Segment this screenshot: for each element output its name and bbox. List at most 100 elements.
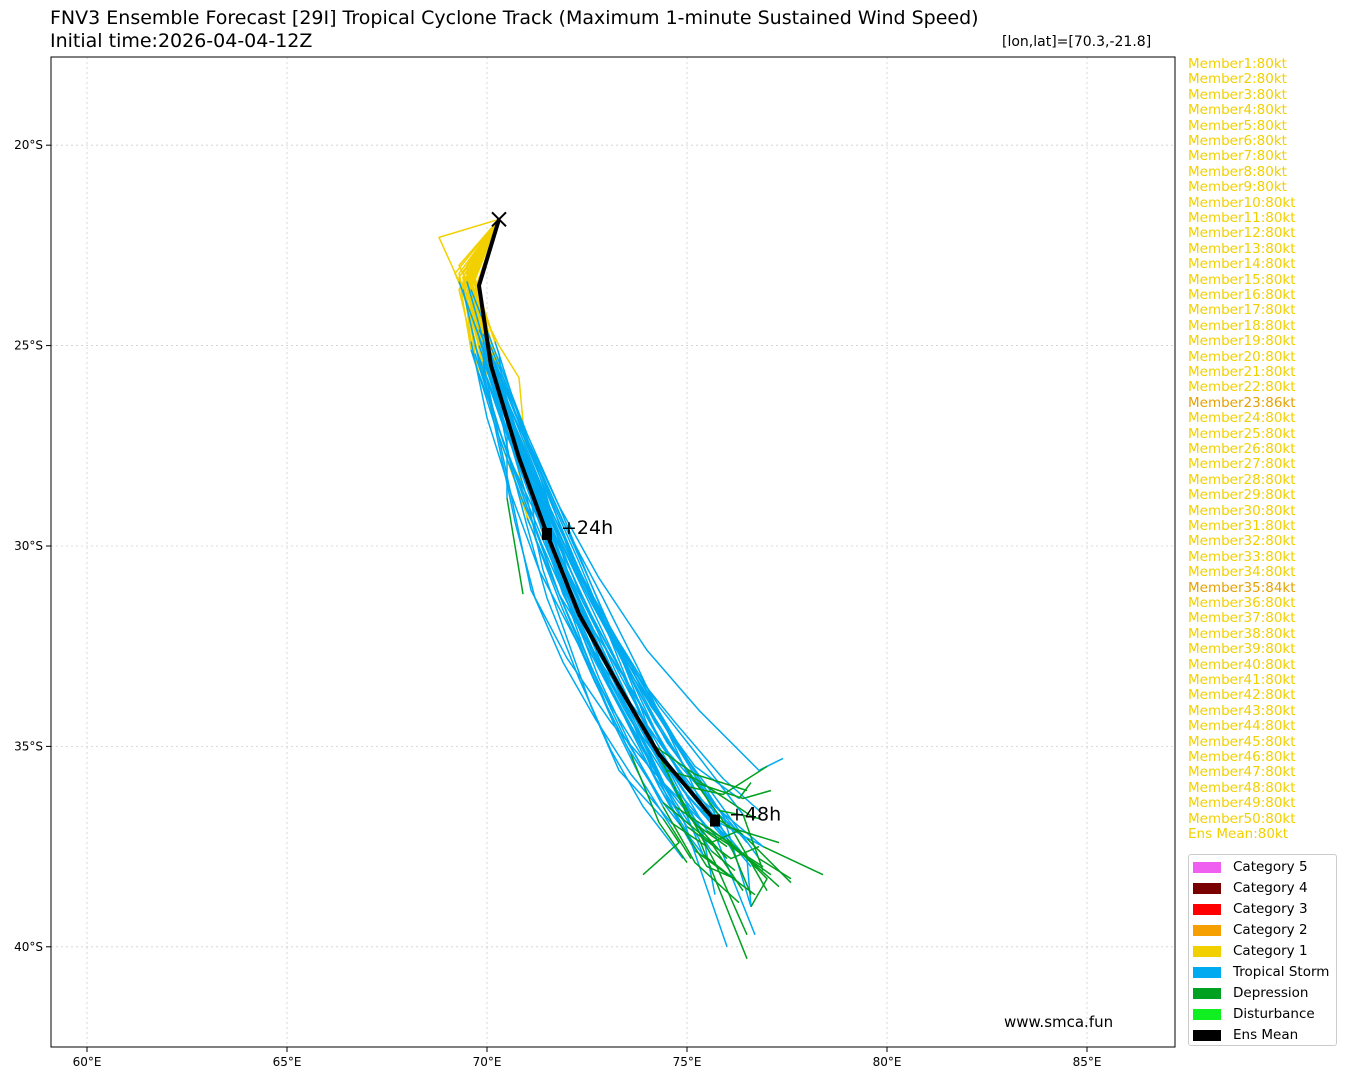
legend-swatch — [1193, 882, 1221, 894]
member-intensity-label: Member37:80kt — [1188, 610, 1296, 627]
member-intensity-label: Member20:80kt — [1188, 348, 1296, 365]
legend-label: Category 1 — [1233, 943, 1308, 959]
member-intensity-label: Member50:80kt — [1188, 810, 1296, 827]
member-track-depression-segment — [758, 857, 792, 880]
member-track-depression-segment — [762, 845, 824, 876]
member-track-ts-segment — [498, 353, 508, 498]
member-track-ts-segment — [482, 361, 756, 936]
member-track-cat1-segment — [458, 218, 500, 350]
member-intensity-label: Member30:80kt — [1188, 502, 1296, 519]
member-intensity-label: Member9:80kt — [1188, 179, 1287, 196]
member-track-depression-segment — [654, 746, 728, 860]
member-track-depression-segment — [742, 814, 764, 871]
member-track-depression-segment — [730, 845, 772, 876]
legend-swatch — [1193, 1008, 1221, 1020]
legend-label: Category 5 — [1233, 859, 1308, 875]
legend-label: Category 3 — [1233, 901, 1308, 917]
member-intensity-label: Member44:80kt — [1188, 718, 1296, 735]
y-tick-label: 20°S — [14, 138, 43, 152]
grid-lines — [51, 57, 1175, 1047]
member-intensity-label: Member22:80kt — [1188, 379, 1296, 396]
member-intensity-label: Member48:80kt — [1188, 779, 1296, 796]
member-track-cat1-segment — [458, 218, 528, 466]
member-intensity-label: Member39:80kt — [1188, 641, 1296, 658]
member-track-depression-segment — [710, 850, 736, 872]
y-tick-label: 40°S — [14, 940, 43, 954]
legend-label: Disturbance — [1233, 1006, 1315, 1022]
x-tick-label: 60°E — [73, 1055, 102, 1069]
member-track-depression-segment — [698, 825, 728, 848]
member-intensity-label: Member19:80kt — [1188, 333, 1296, 350]
member-intensity-label: Ens Mean:80kt — [1188, 826, 1289, 842]
member-intensity-label: Member11:80kt — [1188, 210, 1296, 226]
member-tracks — [438, 218, 824, 960]
member-intensity-label: Member34:80kt — [1188, 564, 1296, 581]
member-track-depression-segment — [702, 854, 740, 884]
legend-swatch — [1193, 903, 1221, 915]
member-track-depression-segment — [662, 806, 740, 904]
member-intensity-label: Member6:80kt — [1188, 133, 1287, 149]
member-intensity-label: Member8:80kt — [1188, 163, 1287, 180]
x-tick-label: 65°E — [273, 1055, 302, 1069]
member-track-depression-segment — [670, 821, 708, 848]
watermark: www.smca.fun — [1004, 1013, 1114, 1031]
y-tick-label: 35°S — [14, 739, 43, 753]
member-intensity-label: Member24:80kt — [1188, 410, 1296, 427]
y-tick-label: 30°S — [14, 539, 43, 553]
chart-title: FNV3 Ensemble Forecast [29I] Tropical Cy… — [50, 7, 979, 29]
member-track-depression-segment — [506, 497, 524, 595]
member-intensity-label: Member13:80kt — [1188, 240, 1296, 257]
ens-mean-track: +24h +48h — [477, 211, 781, 827]
member-intensity-label: Member17:80kt — [1188, 302, 1296, 319]
initial-position-marker — [491, 211, 507, 228]
member-track-depression-segment — [686, 769, 780, 844]
member-track-depression-segment — [718, 809, 760, 820]
time-marker — [542, 527, 552, 540]
chart-subtitle: Initial time:2026-04-04-12Z — [50, 30, 313, 52]
member-intensity-label: Member47:80kt — [1188, 764, 1296, 781]
member-track-depression-segment — [678, 794, 748, 936]
x-tick-label: 85°E — [1073, 1055, 1102, 1069]
member-intensity-label: Member3:80kt — [1188, 86, 1287, 103]
coordinate-readout: [lon,lat]=[70.3,-21.8] — [1002, 34, 1152, 50]
member-intensity-label: Member40:80kt — [1188, 656, 1296, 673]
member-track-depression-segment — [710, 829, 740, 844]
legend-label: Tropical Storm — [1233, 964, 1330, 980]
plot-frame — [50, 56, 1176, 1048]
member-track-depression-segment — [734, 834, 768, 892]
legend-item: Category 5 — [1193, 857, 1308, 877]
member-intensity-label: Member18:80kt — [1188, 317, 1296, 334]
member-intensity-label: Member35:84kt — [1188, 579, 1296, 596]
time-marker — [710, 814, 720, 827]
member-intensity-label: Member7:80kt — [1188, 148, 1287, 165]
member-intensity-label: Member23:86kt — [1188, 394, 1296, 411]
legend-swatch — [1193, 966, 1221, 978]
member-intensity-label: Member41:80kt — [1188, 672, 1296, 688]
member-intensity-label: Member26:80kt — [1188, 441, 1296, 457]
legend-label: Depression — [1233, 985, 1309, 1001]
member-intensity-label: Member42:80kt — [1188, 687, 1296, 704]
legend-item: Disturbance — [1193, 1004, 1315, 1024]
member-intensity-label: Member2:80kt — [1188, 71, 1287, 88]
legend-swatch — [1193, 861, 1221, 873]
legend-label: Category 2 — [1233, 922, 1308, 938]
legend-item: Tropical Storm — [1193, 962, 1329, 982]
member-track-ts-segment — [490, 381, 704, 811]
axis-ticks: 60°E 65°E 70°E 75°E 80°E 85°E 20°S 25°S 30°S 35°S… — [14, 138, 1101, 1069]
member-track-ts-segment — [486, 345, 632, 755]
legend-label: Ens Mean — [1233, 1027, 1299, 1043]
member-intensity-label: Member36:80kt — [1188, 595, 1296, 611]
member-track-ts-segment — [482, 369, 672, 823]
member-intensity-label: Member27:80kt — [1188, 456, 1296, 473]
member-intensity-label: Member28:80kt — [1188, 471, 1296, 488]
member-track-depression-segment — [730, 846, 752, 895]
member-intensity-label: Member31:80kt — [1188, 518, 1296, 534]
member-track-depression-segment — [654, 745, 748, 792]
member-track-depression-segment — [642, 818, 680, 876]
legend-item: Ens Mean — [1193, 1025, 1298, 1045]
member-intensity-label: Member45:80kt — [1188, 733, 1296, 750]
member-track-ts-segment — [490, 365, 700, 828]
member-intensity-label: Member4:80kt — [1188, 102, 1287, 119]
member-intensity-label: Member1:80kt — [1188, 56, 1287, 72]
